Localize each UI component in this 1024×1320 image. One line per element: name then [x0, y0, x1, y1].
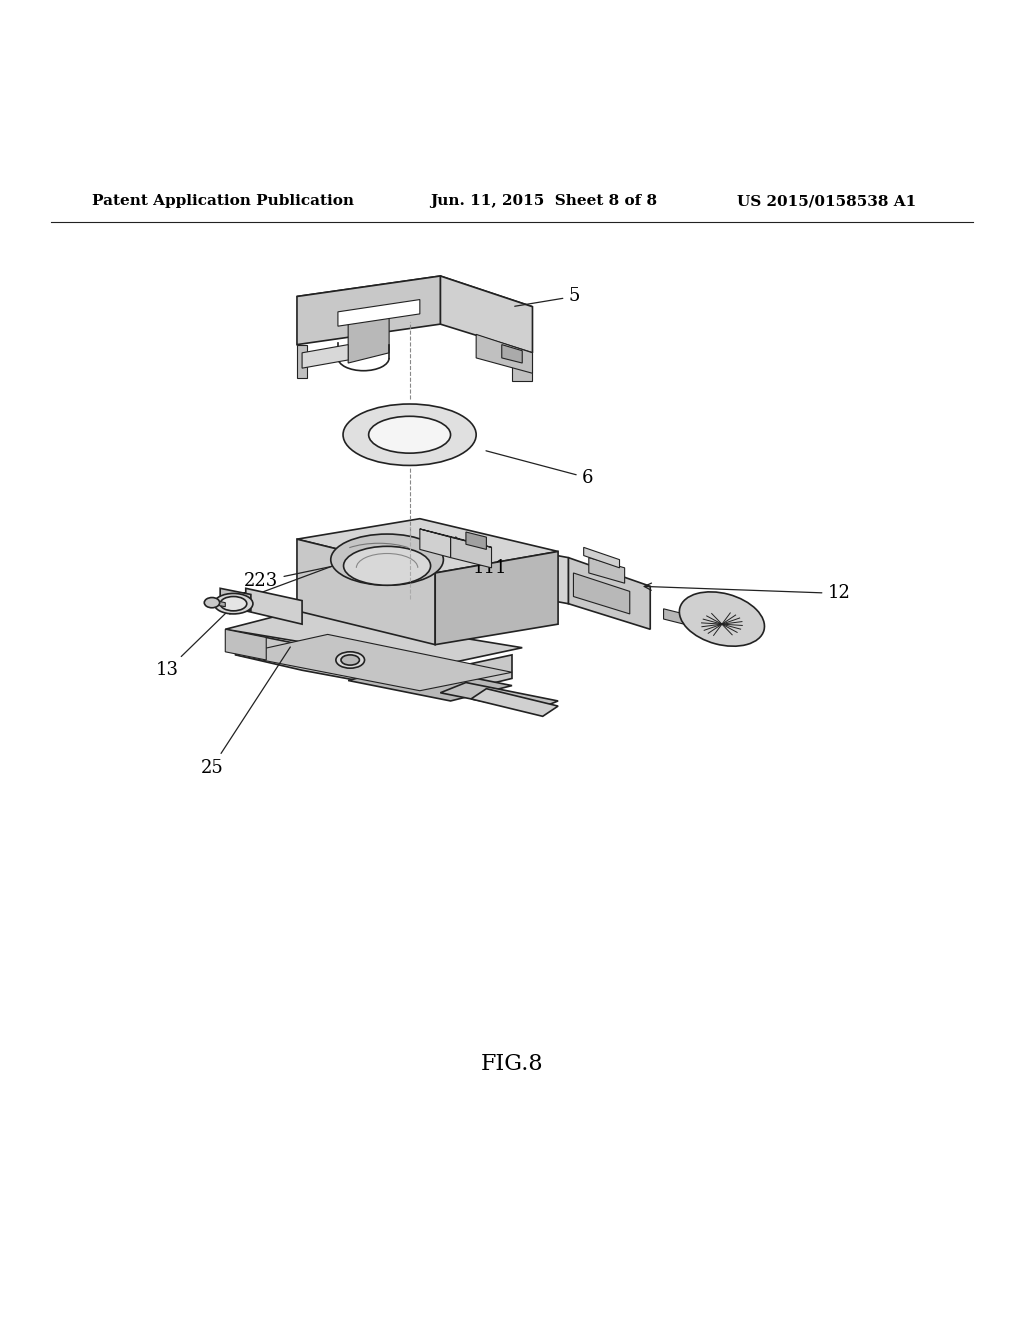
Text: 223: 223	[245, 558, 371, 590]
Polygon shape	[471, 689, 558, 717]
Text: 6: 6	[486, 451, 593, 487]
Polygon shape	[466, 532, 486, 549]
Polygon shape	[297, 345, 307, 379]
Polygon shape	[512, 548, 568, 603]
Text: Jun. 11, 2015  Sheet 8 of 8: Jun. 11, 2015 Sheet 8 of 8	[430, 194, 657, 209]
Text: FIG.8: FIG.8	[480, 1053, 544, 1076]
Text: Patent Application Publication: Patent Application Publication	[92, 194, 354, 209]
Polygon shape	[420, 529, 451, 557]
Polygon shape	[451, 537, 492, 568]
Ellipse shape	[343, 404, 476, 466]
Polygon shape	[348, 665, 512, 701]
Ellipse shape	[214, 594, 253, 614]
Polygon shape	[420, 529, 492, 548]
Ellipse shape	[341, 655, 359, 665]
Polygon shape	[348, 314, 389, 363]
Text: 12: 12	[644, 583, 850, 602]
Polygon shape	[589, 557, 625, 583]
Polygon shape	[512, 352, 532, 381]
Polygon shape	[236, 631, 512, 696]
Polygon shape	[236, 635, 512, 690]
Ellipse shape	[344, 546, 431, 585]
Ellipse shape	[204, 598, 219, 607]
Text: 111: 111	[456, 537, 508, 577]
Polygon shape	[215, 601, 225, 607]
Ellipse shape	[220, 597, 247, 611]
Polygon shape	[297, 276, 532, 327]
Polygon shape	[297, 539, 435, 644]
Polygon shape	[297, 519, 558, 573]
Text: 21: 21	[228, 556, 360, 610]
Text: 13: 13	[156, 607, 232, 680]
Polygon shape	[225, 611, 522, 665]
Polygon shape	[297, 276, 440, 345]
Polygon shape	[584, 548, 620, 568]
Polygon shape	[476, 334, 532, 374]
Ellipse shape	[331, 535, 443, 585]
Ellipse shape	[679, 591, 765, 647]
Polygon shape	[440, 276, 532, 352]
Polygon shape	[568, 557, 650, 630]
Polygon shape	[502, 345, 522, 363]
Polygon shape	[246, 589, 302, 624]
Ellipse shape	[336, 652, 365, 668]
Polygon shape	[492, 548, 645, 590]
Ellipse shape	[369, 416, 451, 453]
Text: 5: 5	[515, 288, 580, 306]
Polygon shape	[664, 609, 684, 624]
Polygon shape	[338, 300, 420, 326]
Polygon shape	[220, 589, 251, 611]
Polygon shape	[573, 573, 630, 614]
Polygon shape	[302, 345, 348, 368]
Text: 25: 25	[201, 647, 291, 776]
Text: US 2015/0158538 A1: US 2015/0158538 A1	[737, 194, 916, 209]
Polygon shape	[225, 630, 266, 660]
Polygon shape	[440, 682, 558, 711]
Polygon shape	[435, 552, 558, 644]
